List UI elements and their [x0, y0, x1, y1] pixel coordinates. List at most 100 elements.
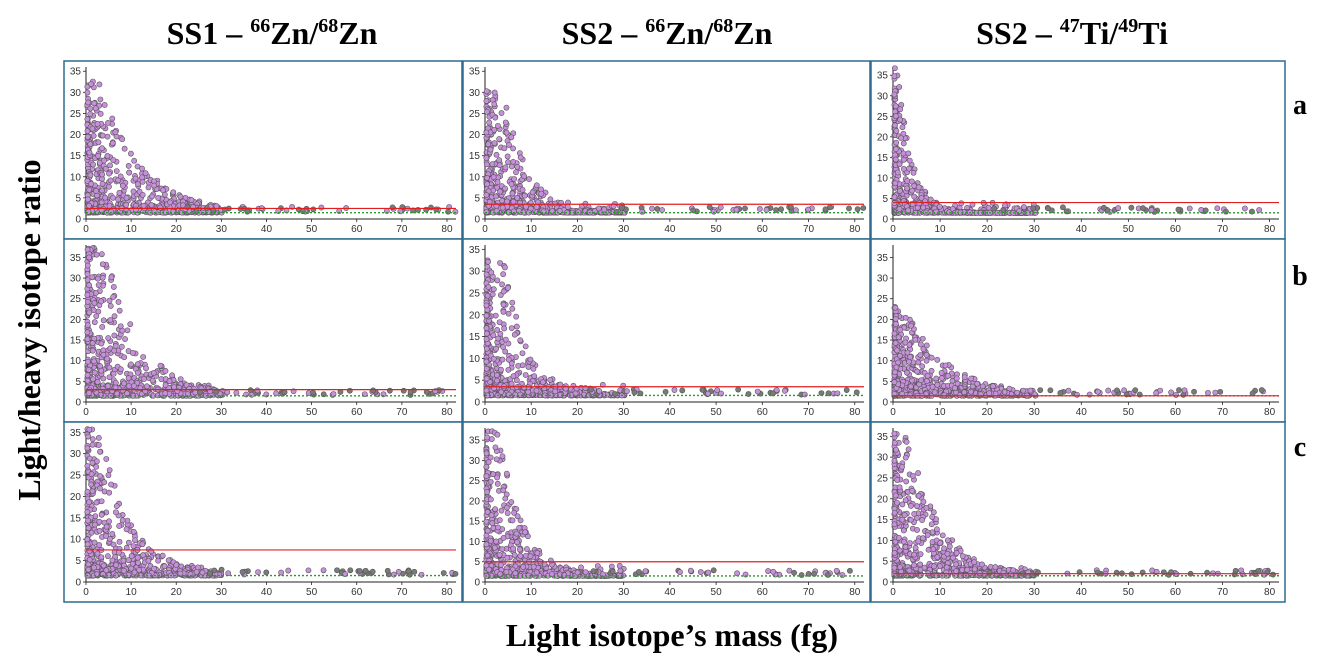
data-point	[511, 176, 518, 182]
data-point	[483, 192, 490, 198]
data-point	[99, 171, 106, 178]
data-point	[139, 191, 146, 198]
data-point	[106, 467, 113, 474]
y-tick-label: 15	[70, 336, 82, 347]
data-point	[105, 120, 111, 126]
data-point	[928, 354, 935, 361]
data-point	[96, 81, 103, 88]
y-tick-label: 10	[469, 172, 481, 183]
data-point	[91, 369, 98, 376]
y-tick-label: 5	[474, 193, 480, 204]
data-point	[134, 181, 141, 188]
data-point	[942, 362, 949, 369]
data-point	[499, 204, 506, 211]
data-point	[113, 503, 120, 509]
data-point	[1000, 207, 1007, 213]
data-point	[495, 122, 501, 129]
data-point	[897, 352, 903, 359]
y-tick-label: 5	[75, 556, 81, 567]
data-point	[763, 207, 770, 213]
data-point	[490, 356, 497, 362]
data-point	[894, 347, 901, 354]
x-tick-label: 60	[757, 407, 769, 418]
data-point	[893, 128, 900, 134]
x-tick-label: 50	[711, 224, 723, 235]
data-point	[822, 206, 829, 213]
y-tick-label: 5	[474, 376, 480, 387]
y-tick-label: 0	[882, 398, 888, 409]
data-point	[170, 189, 177, 196]
data-point	[499, 197, 506, 204]
data-point	[933, 375, 940, 382]
data-point	[900, 140, 907, 147]
data-point	[110, 194, 116, 201]
data-point	[389, 204, 396, 211]
data-point	[116, 523, 123, 529]
data-point	[891, 91, 898, 98]
y-tick-label: 35	[469, 245, 481, 256]
y-tick-label: 30	[70, 449, 82, 460]
data-point	[97, 392, 104, 398]
data-point	[96, 528, 103, 534]
y-tick-label: 20	[469, 310, 481, 321]
data-point	[106, 183, 112, 190]
y-tick-label: 0	[882, 215, 888, 226]
y-tick-label: 15	[469, 151, 481, 162]
data-point	[104, 153, 111, 159]
data-point	[87, 172, 94, 179]
x-tick-label: 0	[83, 224, 89, 235]
data-point	[891, 65, 898, 72]
x-tick-label: 70	[396, 587, 408, 598]
data-point	[484, 292, 491, 299]
data-point	[505, 356, 512, 363]
data-point	[119, 327, 126, 334]
data-point	[513, 323, 520, 330]
data-point	[990, 383, 996, 390]
x-tick-label: 10	[935, 407, 947, 418]
data-point	[487, 146, 494, 153]
data-point	[908, 322, 914, 329]
data-point	[99, 180, 106, 187]
data-point	[140, 202, 147, 209]
y-tick-label: 20	[877, 132, 889, 143]
data-point	[484, 108, 490, 115]
data-point	[706, 204, 713, 211]
y-tick-label: 35	[70, 253, 82, 264]
y-tick-label: 25	[877, 294, 889, 305]
data-point	[735, 386, 742, 393]
data-point	[149, 377, 156, 384]
data-point	[111, 332, 118, 339]
data-point	[492, 312, 499, 319]
data-point	[98, 340, 105, 347]
data-point	[97, 473, 103, 479]
data-point	[1176, 387, 1182, 393]
x-tick-label: 40	[261, 224, 273, 235]
data-point	[89, 340, 96, 347]
data-point	[906, 157, 913, 164]
data-point	[115, 299, 122, 305]
x-tick-label: 20	[171, 407, 183, 418]
data-point	[1128, 204, 1135, 211]
data-point	[931, 389, 938, 396]
data-point	[131, 157, 138, 164]
data-point	[106, 489, 113, 496]
data-point	[1212, 389, 1219, 396]
data-point	[197, 389, 204, 396]
data-point	[618, 205, 625, 211]
x-tick-label: 20	[171, 587, 183, 598]
data-point	[552, 200, 558, 207]
data-point	[961, 374, 968, 381]
data-point	[162, 368, 169, 374]
data-point	[742, 205, 748, 212]
data-point	[95, 434, 102, 441]
data-point	[892, 103, 899, 110]
data-point	[84, 89, 91, 96]
y-tick-label: 30	[469, 88, 481, 99]
data-point	[961, 389, 968, 396]
x-tick-label: 50	[306, 224, 318, 235]
data-point	[109, 115, 116, 122]
data-point	[105, 472, 112, 479]
data-point	[485, 141, 492, 148]
y-tick-label: 30	[877, 91, 889, 102]
